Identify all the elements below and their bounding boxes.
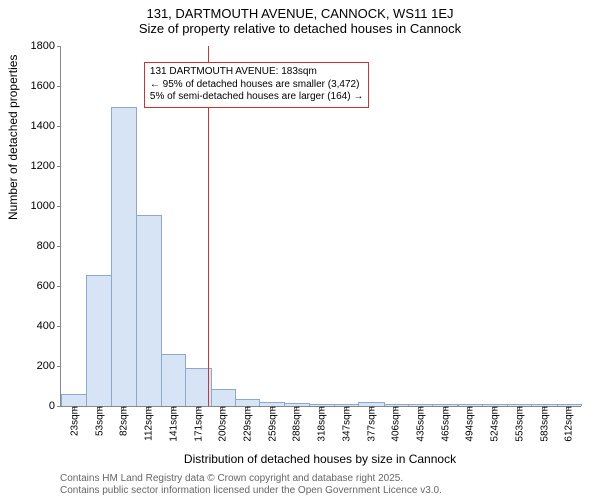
histogram-bar <box>61 394 87 406</box>
x-tick-label: 524sqm <box>488 406 501 442</box>
footer-attribution-1: Contains HM Land Registry data © Crown c… <box>60 473 403 484</box>
x-tick-label: 347sqm <box>339 406 352 442</box>
annotation-line: ← 95% of detached houses are smaller (3,… <box>150 79 363 92</box>
x-tick-label: 406sqm <box>389 406 402 442</box>
x-tick-label: 435sqm <box>413 406 426 442</box>
x-tick-label: 288sqm <box>290 406 303 442</box>
annotation-line: 131 DARTMOUTH AVENUE: 183sqm <box>150 66 363 79</box>
footer-attribution-2: Contains public sector information licen… <box>60 485 442 496</box>
x-tick-label: 82sqm <box>117 406 130 436</box>
histogram-bar <box>161 354 186 406</box>
x-tick-label: 23sqm <box>67 406 80 436</box>
x-tick-label: 171sqm <box>191 406 204 442</box>
x-tick-label: 494sqm <box>463 406 476 442</box>
chart-title-address: 131, DARTMOUTH AVENUE, CANNOCK, WS11 1EJ <box>0 0 600 21</box>
y-tick-mark <box>57 46 61 47</box>
y-tick-mark <box>57 406 61 407</box>
histogram-bar <box>235 399 260 406</box>
x-tick-label: 612sqm <box>562 406 575 442</box>
chart-title-description: Size of property relative to detached ho… <box>0 21 600 40</box>
y-axis-label: Number of detached properties <box>6 55 20 220</box>
chart-container: 131, DARTMOUTH AVENUE, CANNOCK, WS11 1EJ… <box>0 0 600 500</box>
y-tick-mark <box>57 86 61 87</box>
x-axis-label: Distribution of detached houses by size … <box>60 452 580 466</box>
histogram-bar <box>136 215 162 406</box>
y-tick-mark <box>57 166 61 167</box>
x-tick-label: 112sqm <box>142 406 155 441</box>
x-tick-label: 53sqm <box>92 406 105 436</box>
x-tick-label: 465sqm <box>438 406 451 442</box>
y-tick-mark <box>57 126 61 127</box>
x-tick-label: 553sqm <box>512 406 525 442</box>
histogram-bar <box>86 275 112 406</box>
plot-area: 02004006008001000120014001600180023sqm53… <box>60 46 581 407</box>
x-tick-label: 377sqm <box>364 406 377 442</box>
y-tick-mark <box>57 366 61 367</box>
y-tick-mark <box>57 206 61 207</box>
x-tick-label: 229sqm <box>240 406 253 442</box>
annotation-box: 131 DARTMOUTH AVENUE: 183sqm← 95% of det… <box>144 62 369 108</box>
x-tick-label: 200sqm <box>216 406 229 442</box>
x-tick-label: 583sqm <box>538 406 551 442</box>
histogram-bar <box>111 107 136 406</box>
x-tick-label: 141sqm <box>166 406 179 442</box>
histogram-bar <box>211 389 236 406</box>
y-tick-mark <box>57 286 61 287</box>
y-tick-mark <box>57 246 61 247</box>
y-tick-mark <box>57 326 61 327</box>
x-tick-label: 318sqm <box>315 406 328 442</box>
x-tick-label: 259sqm <box>265 406 278 442</box>
annotation-line: 5% of semi-detached houses are larger (1… <box>150 91 363 104</box>
